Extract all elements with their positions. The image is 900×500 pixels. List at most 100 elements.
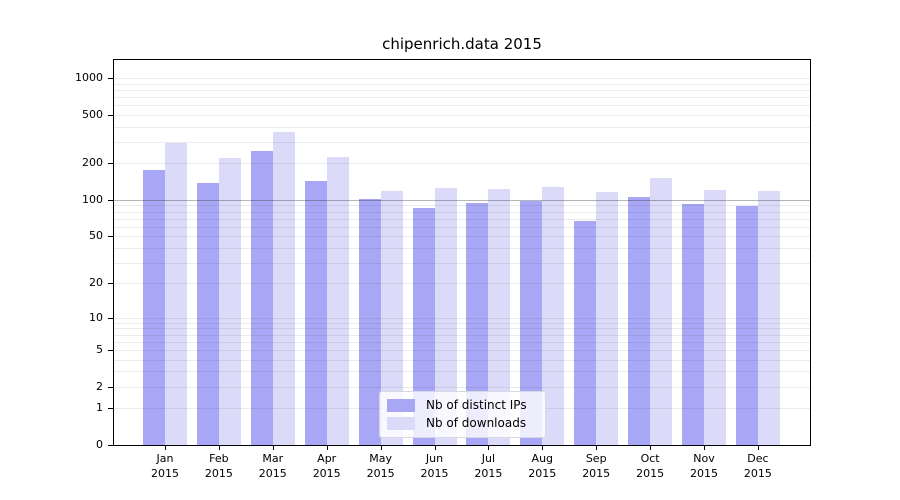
gridline	[114, 105, 810, 107]
gridline	[114, 236, 810, 238]
bar-sep-downloads	[596, 192, 619, 445]
x-axis-tick	[434, 446, 436, 450]
y-axis-tick	[108, 408, 114, 410]
y-tick-label: 20	[89, 276, 103, 290]
x-tick-label: Mar 2015	[258, 452, 287, 480]
y-tick-label: 0	[96, 438, 103, 451]
y-axis-tick	[108, 199, 114, 201]
y-tick-label: 5	[96, 342, 103, 356]
gridline	[114, 89, 810, 91]
bar-oct-distinct-ips	[628, 196, 651, 445]
gridline	[114, 349, 810, 351]
bar-jul-distinct-ips	[466, 202, 489, 445]
y-axis-tick	[108, 236, 114, 238]
bar-feb-distinct-ips	[196, 182, 219, 445]
y-axis-tick	[108, 349, 114, 351]
bar-dec-distinct-ips	[735, 205, 758, 445]
x-tick-label: Dec 2015	[743, 452, 772, 480]
gridline	[114, 78, 810, 79]
y-tick-label: 50	[89, 229, 103, 243]
x-tick-label: Oct 2015	[636, 452, 665, 480]
gridline	[114, 211, 810, 213]
x-axis-tick	[488, 446, 490, 450]
x-tick-label: Jun 2015	[420, 452, 449, 480]
gridline	[114, 317, 810, 319]
x-axis-tick	[165, 446, 166, 450]
gridline	[114, 218, 810, 220]
gridline	[114, 341, 810, 343]
y-tick-label: 1000	[75, 71, 103, 84]
legend-item-downloads: Nb of downloads	[387, 415, 538, 432]
legend-item-distinct-ips: Nb of distinct IPs	[387, 397, 538, 414]
gridline	[114, 334, 810, 336]
gridline	[114, 359, 810, 361]
x-axis-tick	[704, 446, 705, 450]
chart-title: chipenrich.data 2015	[382, 35, 542, 53]
bar-dec-downloads	[757, 190, 780, 445]
gridline	[114, 141, 810, 143]
x-axis-tick	[596, 446, 598, 450]
x-tick-label: Nov 2015	[690, 452, 718, 480]
bar-mar-distinct-ips	[250, 151, 273, 445]
bar-jun-downloads	[434, 187, 457, 445]
bar-may-distinct-ips	[358, 199, 381, 445]
x-axis-tick	[542, 446, 544, 450]
bar-jun-distinct-ips	[412, 208, 435, 445]
gridline	[114, 114, 810, 116]
gridline	[114, 83, 810, 85]
bar-aug-downloads	[542, 187, 565, 445]
gridline	[114, 126, 810, 128]
y-tick-label: 200	[82, 156, 103, 170]
gridline	[114, 322, 810, 324]
x-tick-label: Aug 2015	[528, 452, 557, 480]
y-axis-tick	[108, 386, 114, 388]
bar-feb-downloads	[218, 158, 241, 445]
y-axis-tick	[108, 317, 114, 319]
gridline	[114, 96, 810, 98]
gridline-emphasis-100	[114, 199, 810, 201]
y-axis-tick	[108, 445, 114, 446]
x-axis-tick	[326, 446, 328, 450]
gridline	[114, 371, 810, 373]
x-tick-label: Jan 2015	[151, 452, 179, 480]
bar-sep-distinct-ips	[574, 220, 597, 445]
bar-apr-distinct-ips	[304, 180, 327, 445]
x-tick-label: Jul 2015	[474, 452, 503, 480]
y-tick-label: 2	[96, 379, 103, 393]
x-tick-label: Apr 2015	[312, 452, 341, 480]
gridline	[114, 247, 810, 249]
y-axis-tick	[108, 114, 114, 116]
bar-nov-downloads	[704, 189, 726, 445]
gridline	[114, 283, 810, 285]
gridline	[114, 205, 810, 207]
x-axis-tick	[757, 446, 759, 450]
x-tick-label: Sep 2015	[582, 452, 611, 480]
gridline	[114, 328, 810, 330]
gridline	[114, 262, 810, 264]
bar-jul-downloads	[488, 188, 511, 445]
bar-may-downloads	[380, 191, 403, 445]
x-axis-tick	[272, 446, 274, 450]
x-axis-tick	[650, 446, 652, 450]
gridline	[114, 386, 810, 388]
x-tick-label: May 2015	[366, 452, 395, 480]
y-axis-tick	[108, 283, 114, 285]
y-axis-tick	[108, 78, 114, 79]
y-tick-label: 10	[89, 310, 103, 324]
bar-aug-distinct-ips	[520, 201, 543, 445]
bar-jan-distinct-ips	[143, 170, 165, 445]
bar-jan-downloads	[165, 143, 187, 445]
legend-label-downloads: Nb of downloads	[426, 416, 527, 431]
y-axis-tick	[108, 163, 114, 165]
x-axis-tick	[380, 446, 382, 450]
bar-nov-distinct-ips	[682, 204, 704, 445]
legend-swatch-distinct-ips	[387, 398, 415, 412]
gridline	[114, 226, 810, 228]
bar-oct-downloads	[650, 177, 673, 445]
y-tick-label: 1	[96, 401, 103, 415]
gridline	[114, 163, 810, 165]
legend: Nb of distinct IPs Nb of downloads	[379, 391, 546, 438]
legend-label-distinct-ips: Nb of distinct IPs	[426, 397, 527, 412]
bar-mar-downloads	[272, 132, 295, 445]
